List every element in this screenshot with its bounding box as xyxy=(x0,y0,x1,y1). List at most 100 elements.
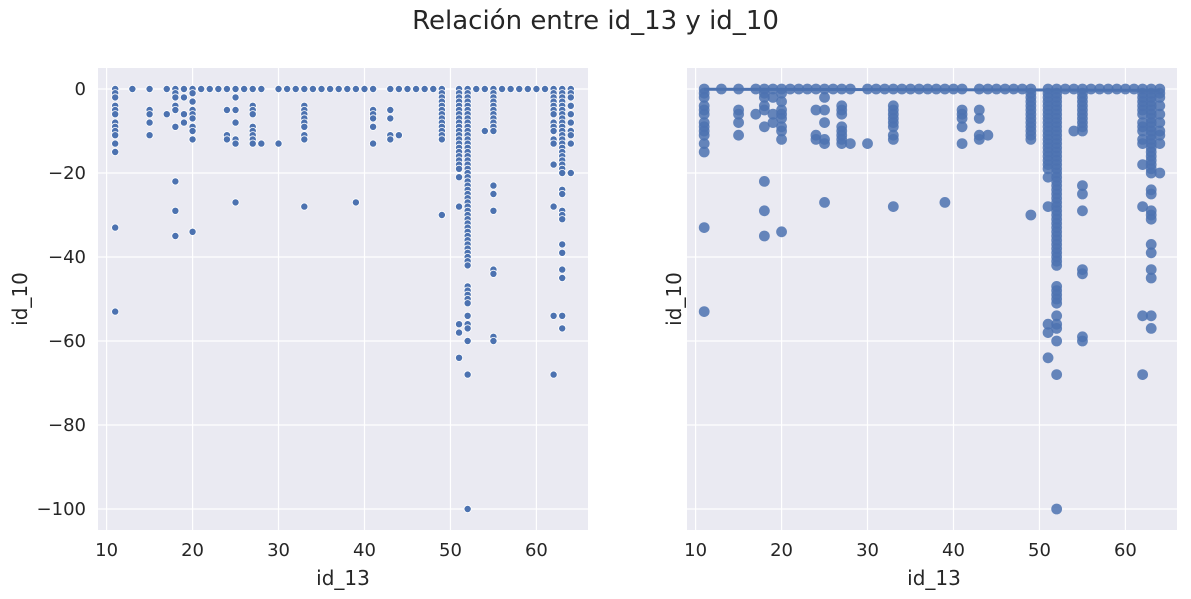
scatter-point xyxy=(767,92,779,103)
scatter-point xyxy=(498,85,507,94)
scatter-point xyxy=(566,139,575,148)
scatter-point xyxy=(1154,92,1166,103)
scatter-point xyxy=(523,85,532,94)
scatter-chart-left: 10 20 30 40 50 60 0 −20 −40 −60 −80 −100 id_13 id_… xyxy=(8,68,588,590)
scatter-point xyxy=(1077,125,1088,137)
scatter-point xyxy=(162,85,171,94)
scatter-point xyxy=(758,176,770,187)
scatter-point xyxy=(369,139,378,148)
x-tick-label: 40 xyxy=(353,540,376,561)
scatter-point xyxy=(386,106,395,115)
scatter-point xyxy=(566,131,575,140)
scatter-point xyxy=(1051,297,1063,309)
scatter-point xyxy=(489,127,498,136)
scatter-point xyxy=(776,125,787,137)
scatter-point xyxy=(1145,247,1157,259)
scatter-point xyxy=(1077,205,1088,217)
scatter-point xyxy=(300,202,309,211)
scatter-point xyxy=(463,370,472,379)
scatter-point xyxy=(733,117,744,128)
scatter-point xyxy=(698,129,710,141)
scatter-point xyxy=(1137,369,1149,380)
scatter-point xyxy=(549,370,558,379)
scatter-point xyxy=(343,85,352,94)
scatter-point xyxy=(300,135,309,144)
scatter-point xyxy=(549,110,558,119)
scatter-point xyxy=(231,198,240,207)
scatter-point xyxy=(360,85,369,94)
scatter-point xyxy=(1145,264,1157,275)
scatter-point xyxy=(145,131,154,140)
scatter-point xyxy=(480,85,489,94)
scatter-point xyxy=(767,117,779,128)
scatter-point xyxy=(1077,188,1088,200)
scatter-point xyxy=(819,117,830,128)
y-tick-label: −100 xyxy=(37,499,86,520)
scatter-point xyxy=(1051,335,1063,347)
scatter-point xyxy=(145,110,154,119)
figure-title: Relación entre id_13 y id_10 xyxy=(412,6,779,36)
scatter-point xyxy=(1154,129,1166,141)
scatter-point xyxy=(1145,323,1157,334)
scatter-point xyxy=(1077,180,1088,192)
x-tick-label: 60 xyxy=(525,540,548,561)
scatter-point xyxy=(437,135,446,144)
y-tick-label: −80 xyxy=(48,415,86,436)
scatter-point xyxy=(558,273,567,282)
scatter-point xyxy=(351,198,360,207)
scatter-point xyxy=(1042,352,1054,364)
scatter-point xyxy=(171,206,180,215)
scatter-point xyxy=(111,307,120,316)
scatter-point xyxy=(1137,310,1149,322)
scatter-point xyxy=(973,134,985,145)
scatter-point xyxy=(205,85,214,94)
scatter-point xyxy=(128,85,137,94)
scatter-point xyxy=(489,206,498,215)
scatter-point xyxy=(1154,117,1166,128)
scatter-point xyxy=(558,240,567,249)
scatter-point xyxy=(171,231,180,240)
scatter-point xyxy=(386,135,395,144)
scatter-point xyxy=(283,85,292,94)
scatter-point xyxy=(386,85,395,94)
scatter-point xyxy=(1025,134,1037,145)
scatter-point xyxy=(1154,100,1166,112)
scatter-point xyxy=(698,138,710,150)
scatter-point xyxy=(248,85,257,94)
scatter-point xyxy=(162,110,171,119)
plot-area xyxy=(687,68,1177,530)
scatter-point xyxy=(862,138,873,150)
scatter-point xyxy=(463,504,472,513)
regression-line xyxy=(704,87,1160,92)
scatter-point xyxy=(188,127,197,136)
scatter-point xyxy=(1137,125,1149,137)
scatter-point xyxy=(1051,323,1063,334)
scatter-point xyxy=(566,118,575,127)
scatter-point xyxy=(1137,159,1149,171)
x-axis-label: id_13 xyxy=(907,566,961,590)
scatter-point xyxy=(171,106,180,115)
scatter-point xyxy=(549,127,558,136)
scatter-point xyxy=(1137,201,1149,213)
scatter-point xyxy=(231,118,240,127)
x-tick-label: 10 xyxy=(95,540,118,561)
scatter-point xyxy=(394,85,403,94)
scatter-point xyxy=(386,114,395,123)
y-tick-label: 0 xyxy=(75,79,86,100)
scatter-point xyxy=(1077,335,1088,347)
scatter-point xyxy=(455,320,464,329)
scatter-point xyxy=(810,104,822,116)
scatter-point xyxy=(758,205,770,217)
scatter-point xyxy=(420,85,429,94)
plot-area xyxy=(98,68,588,530)
scatter-point xyxy=(698,306,710,317)
scatter-point xyxy=(750,108,762,120)
scatter-point xyxy=(231,139,240,148)
scatter-point xyxy=(956,138,968,150)
scatter-point xyxy=(767,108,779,120)
scatter-point xyxy=(111,147,120,156)
scatter-point xyxy=(887,134,899,145)
scatter-point xyxy=(819,92,830,103)
y-tick-label: −60 xyxy=(48,331,86,352)
